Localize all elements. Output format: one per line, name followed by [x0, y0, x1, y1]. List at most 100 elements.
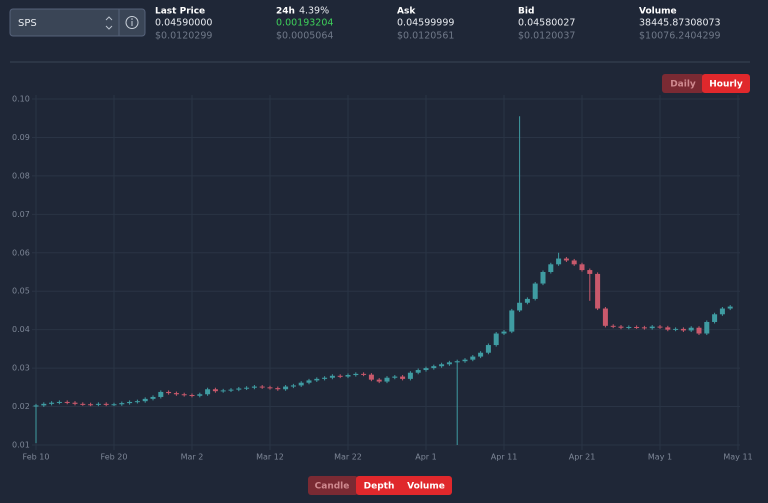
hourly-label: Hourly [709, 80, 743, 90]
candle-body [548, 264, 554, 272]
candle-body [454, 361, 460, 363]
candle-body [322, 377, 328, 379]
stat-value: 38445.87308073 [639, 18, 721, 29]
candle-body [704, 321, 710, 334]
candle-body [384, 377, 390, 382]
candle-body [306, 380, 312, 383]
candle-body [657, 326, 663, 328]
stat-value: 0.00193204 [276, 18, 333, 29]
pair-select[interactable]: SPS [9, 8, 146, 37]
candle-body [407, 372, 413, 379]
hourly-button[interactable] [702, 74, 750, 93]
y-tick-label: 0.08 [12, 171, 30, 180]
stat-change: 4.39% [299, 6, 329, 17]
candle-body [649, 326, 655, 329]
candle-body [142, 398, 148, 402]
view-toggle[interactable]: Candle Depth Volume [308, 476, 452, 495]
info-icon[interactable] [125, 16, 139, 29]
candle-body [111, 404, 117, 406]
stat-usd: $10076.2404299 [639, 31, 721, 42]
stat-label: Last Price [155, 7, 205, 17]
candle-body [571, 260, 577, 265]
stat-label: Volume [639, 7, 677, 17]
candle-body [587, 270, 593, 274]
select-box[interactable] [9, 8, 146, 37]
candle-body [556, 258, 562, 265]
y-tick-label: 0.05 [12, 287, 30, 296]
daily-button[interactable] [662, 74, 704, 93]
candle-body [532, 283, 538, 299]
candle-body [134, 401, 140, 403]
candle-button[interactable] [308, 476, 358, 495]
y-tick-label: 0.02 [12, 402, 30, 411]
candle-body [197, 394, 203, 396]
candle-body [376, 379, 382, 382]
candle-body [712, 314, 718, 322]
candle-body [228, 389, 234, 391]
candle-body [719, 308, 725, 315]
candle-body [275, 388, 281, 390]
candle-body [49, 402, 55, 404]
candle-body [602, 308, 608, 326]
candle-body [290, 385, 296, 387]
y-tick-label: 0.06 [12, 248, 30, 257]
x-tick-label: Feb 10 [23, 453, 50, 462]
candle-body [509, 310, 515, 332]
candle-body [56, 401, 62, 403]
candle-body [392, 376, 398, 378]
candle-body [368, 374, 374, 380]
candle-body [361, 373, 367, 375]
candle-body [400, 376, 406, 379]
candle-chart: 0.01 0.02 0.03 0.04 0.05 0.06 0.07 0.08 0.09 0.10… [12, 95, 753, 462]
candle-body [158, 391, 164, 397]
candle-body [119, 403, 125, 405]
stat-label: Ask [397, 7, 416, 17]
stat-usd: $0.0120037 [518, 31, 575, 42]
candle-body [727, 306, 733, 309]
y-tick-label: 0.07 [12, 210, 30, 219]
candle-body [267, 387, 273, 389]
candle-body [423, 368, 429, 371]
candle-label: Candle [315, 482, 350, 492]
stat-value: 0.04590000 [155, 18, 212, 29]
stat-usd: $0.0005064 [276, 31, 333, 42]
candle-body [415, 370, 421, 373]
stat-value: 0.04599999 [397, 18, 454, 29]
depth-volume-buttons[interactable] [356, 476, 452, 495]
depth-label: Depth [364, 482, 395, 492]
x-tick-label: Mar 22 [334, 453, 362, 462]
candle-body [298, 382, 304, 386]
candle-body [166, 391, 172, 394]
y-tick-label: 0.09 [12, 133, 30, 142]
candle-body [236, 388, 242, 390]
x-tick-label: Apr 21 [569, 453, 596, 462]
candle-body [181, 394, 187, 396]
candle-body [127, 401, 133, 404]
x-tick-label: Apr 11 [491, 453, 518, 462]
candle-body [189, 395, 195, 397]
candle-body [641, 327, 647, 329]
interval-toggle[interactable]: Daily Hourly [662, 74, 750, 93]
candle-body [314, 378, 320, 381]
candle-body [431, 366, 437, 369]
info-icon-dot [131, 18, 133, 20]
volume-label: Volume [407, 482, 445, 492]
candle-body [478, 352, 484, 357]
x-tick-label: Apr 1 [415, 453, 436, 462]
candle-body [610, 325, 616, 327]
candle-body [329, 375, 335, 378]
stat-usd: $0.0120561 [397, 31, 454, 42]
candle-body [205, 389, 211, 395]
candle-body [212, 389, 218, 392]
candle-body [446, 362, 452, 365]
stat-value: 0.04580027 [518, 18, 575, 29]
candle-body [33, 405, 39, 407]
candle-body [220, 390, 226, 392]
candle-body [579, 264, 585, 271]
candle-body [618, 326, 624, 328]
candle-body [626, 326, 632, 328]
candle-body [524, 298, 530, 303]
y-tick-label: 0.10 [12, 95, 30, 104]
